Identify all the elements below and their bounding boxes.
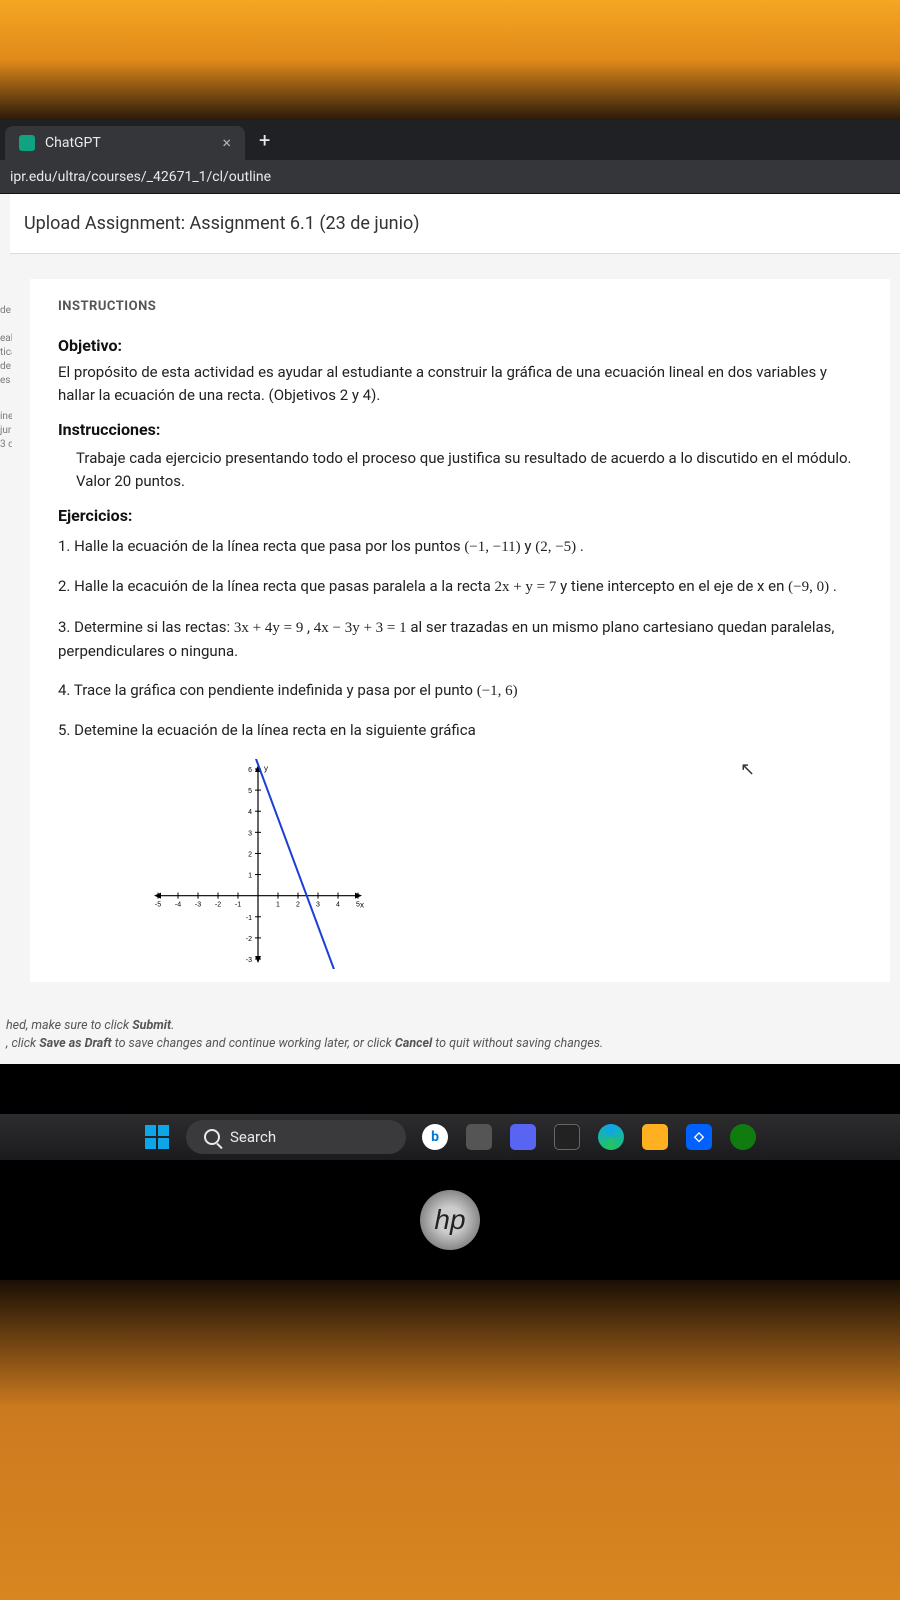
taskbar-edge[interactable] bbox=[596, 1122, 626, 1152]
instructions-label: INSTRUCTIONS bbox=[58, 299, 862, 314]
svg-text:4: 4 bbox=[248, 809, 252, 816]
exercise-4: 4. Trace la gráfica con pendiente indefi… bbox=[58, 679, 862, 703]
taskbar-store[interactable] bbox=[552, 1122, 582, 1152]
chat-icon bbox=[510, 1124, 536, 1150]
tab-title: ChatGPT bbox=[45, 135, 101, 151]
svg-text:2: 2 bbox=[248, 851, 252, 858]
svg-text:-2: -2 bbox=[246, 935, 252, 942]
svg-text:1: 1 bbox=[248, 872, 252, 879]
folder-icon bbox=[642, 1124, 668, 1150]
taskbar-search[interactable]: Search bbox=[186, 1120, 406, 1154]
instructions-heading: Instrucciones: bbox=[58, 420, 862, 439]
windows-logo-icon bbox=[145, 1125, 169, 1149]
hp-logo-icon: hp bbox=[420, 1190, 480, 1250]
browser-tab[interactable]: ChatGPT × bbox=[5, 126, 245, 160]
svg-text:3: 3 bbox=[248, 830, 252, 837]
taskbar-taskview[interactable] bbox=[464, 1122, 494, 1152]
close-tab-icon[interactable]: × bbox=[222, 135, 231, 151]
bing-icon: b bbox=[422, 1124, 448, 1150]
xbox-icon bbox=[730, 1124, 756, 1150]
svg-text:-3: -3 bbox=[195, 901, 201, 908]
address-bar[interactable]: ipr.edu/ultra/courses/_42671_1/cl/outlin… bbox=[0, 160, 900, 194]
taskview-icon bbox=[466, 1124, 492, 1150]
svg-text:6: 6 bbox=[248, 767, 252, 774]
taskbar-bing[interactable]: b bbox=[420, 1122, 450, 1152]
laptop-bezel-bottom: hp bbox=[0, 1160, 900, 1280]
svg-text:-2: -2 bbox=[215, 901, 221, 908]
ambient-background-top bbox=[0, 0, 900, 120]
browser-tabstrip: ChatGPT × + bbox=[0, 120, 900, 160]
taskbar-chat[interactable] bbox=[508, 1122, 538, 1152]
url-text: ipr.edu/ultra/courses/_42671_1/cl/outlin… bbox=[10, 169, 271, 185]
svg-text:-3: -3 bbox=[246, 957, 252, 964]
exercise-3: 3. Determine si las rectas: 3x + 4y = 9 … bbox=[58, 616, 862, 664]
svg-text:5: 5 bbox=[248, 788, 252, 795]
new-tab-button[interactable]: + bbox=[259, 128, 270, 152]
cursor-icon: ↖ bbox=[740, 759, 755, 780]
assignment-content: INSTRUCTIONS Objetivo: El propósito de e… bbox=[30, 279, 890, 982]
svg-text:3: 3 bbox=[316, 901, 320, 908]
objective-text: El propósito de esta actividad es ayudar… bbox=[58, 361, 862, 406]
objective-heading: Objetivo: bbox=[58, 336, 862, 355]
svg-text:-5: -5 bbox=[155, 901, 161, 908]
page-viewport: Upload Assignment: Assignment 6.1 (23 de… bbox=[0, 194, 900, 1064]
dropbox-icon: ⬦ bbox=[686, 1124, 712, 1150]
taskbar-dropbox[interactable]: ⬦ bbox=[684, 1122, 714, 1152]
svg-text:1: 1 bbox=[276, 901, 280, 908]
instructions-text: Trabaje cada ejercicio presentando todo … bbox=[58, 447, 862, 492]
svg-text:-1: -1 bbox=[246, 914, 252, 921]
svg-text:2: 2 bbox=[296, 901, 300, 908]
svg-text:-1: -1 bbox=[235, 901, 241, 908]
search-icon bbox=[204, 1129, 220, 1145]
windows-taskbar: Search b ⬦ bbox=[0, 1114, 900, 1160]
assignment-header: Upload Assignment: Assignment 6.1 (23 de… bbox=[10, 194, 900, 254]
exercise-5: 5. Detemine la ecuación de la línea rect… bbox=[58, 719, 862, 742]
svg-text:x: x bbox=[360, 900, 364, 909]
exercise-5-graph: -5-4-3-2-112345-3-2-1123456xy bbox=[148, 759, 862, 973]
taskbar-xbox[interactable] bbox=[728, 1122, 758, 1152]
svg-text:-4: -4 bbox=[175, 901, 181, 908]
ambient-background-bottom bbox=[0, 1280, 900, 1600]
taskbar-explorer[interactable] bbox=[640, 1122, 670, 1152]
exercises-heading: Ejercicios: bbox=[58, 506, 862, 525]
edge-icon bbox=[598, 1124, 624, 1150]
start-button[interactable] bbox=[142, 1122, 172, 1152]
store-icon bbox=[554, 1124, 580, 1150]
chatgpt-favicon-icon bbox=[19, 135, 35, 151]
search-placeholder: Search bbox=[230, 1128, 276, 1146]
svg-text:y: y bbox=[264, 764, 268, 773]
assignment-footer-notes: hed, make sure to click Submit. , click … bbox=[0, 1017, 900, 1052]
sidebar-sliver: de l eal tica de l es c ine jur 3 de bbox=[0, 254, 12, 594]
page-title: Upload Assignment: Assignment 6.1 (23 de… bbox=[24, 213, 419, 234]
svg-text:4: 4 bbox=[336, 901, 340, 908]
exercise-1: 1. Halle la ecuación de la línea recta q… bbox=[58, 535, 862, 559]
line-graph-svg: -5-4-3-2-112345-3-2-1123456xy bbox=[148, 759, 368, 969]
laptop-screen: ChatGPT × + ipr.edu/ultra/courses/_42671… bbox=[0, 120, 900, 1160]
exercise-2: 2. Halle la ecacuión de la línea recta q… bbox=[58, 575, 862, 599]
